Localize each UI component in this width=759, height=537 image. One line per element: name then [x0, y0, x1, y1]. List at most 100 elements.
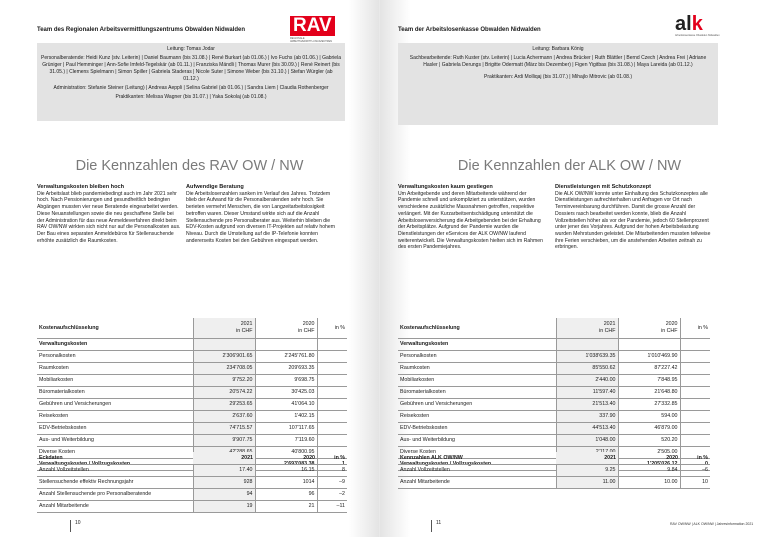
table-row: Aus- und Weiterbildung 9'907.75 7'119.60	[37, 434, 347, 447]
value-2021: 337.90	[555, 410, 619, 423]
column-title: Verwaltungskosten bleiben hoch	[37, 184, 125, 190]
team-box: Leitung: Barbara König Sachbearbeitende:…	[398, 43, 718, 125]
value-2020: 41'064.10	[255, 398, 318, 411]
row-label: Reisekosten	[37, 410, 193, 423]
value-2021: 234'708.05	[192, 362, 256, 375]
value-2020: 96	[255, 488, 318, 501]
team-staff: Sachbearbeitende: Ruth Kuster (stv. Leit…	[409, 54, 707, 68]
change-percent	[317, 422, 347, 435]
team-admin: Administration: Stefanie Steiner (Leitun…	[53, 85, 329, 92]
row-label: Personalkosten	[37, 350, 193, 363]
text-column: Aufwendige Beratung Die Arbeitslosenzahl…	[186, 184, 341, 244]
change-percent	[317, 398, 347, 411]
value-2020: 2'245'761.80	[255, 350, 318, 363]
value-2021: 2021 in CHF	[555, 318, 619, 339]
value-2021: 17.40	[192, 464, 256, 477]
row-label: Raumkosten	[37, 362, 193, 375]
change-percent	[317, 362, 347, 375]
team-title: Team der Arbeitslosenkasse Obwalden Nidw…	[398, 27, 541, 33]
text-column: Verwaltungskosten bleiben hoch Die Arbei…	[37, 184, 182, 244]
column-title: Aufwendige Beratung	[186, 184, 244, 190]
table-row: EDV-Betriebskosten 74'715.57 107'117.65	[37, 422, 347, 435]
value-2020: 10.00	[618, 476, 681, 489]
row-label: Kennzahlen ALK OW/NW	[398, 452, 556, 465]
value-2021: 2'306'901.65	[192, 350, 256, 363]
value-2021: 2021	[193, 452, 255, 465]
change-percent	[680, 434, 710, 447]
value-2021: 44'513.40	[555, 422, 619, 435]
rav-logo: RAV REGIONALE ARBEITSVERMITTLUNGSZENTREN…	[290, 16, 344, 46]
table-row: EDV-Betriebskosten 44'513.40 46'879.00	[398, 422, 710, 435]
value-2020: 209'693.35	[255, 362, 318, 375]
footer: RAV OW/NW | ALK OW/NW | Jahresinformatio…	[670, 522, 754, 526]
change-percent: in %	[317, 452, 347, 465]
value-2020: 107'117.65	[255, 422, 318, 435]
key-figures-table: Eckdaten 2021 2020 in % Anzahl Vollzeitstell…	[37, 452, 347, 513]
value-2020: 7'848.95	[618, 374, 681, 387]
table-header: Kostenaufschlüsselung 2021 in CHF 2020 in CH…	[398, 318, 710, 339]
value-2021: 2'637.60	[192, 410, 256, 423]
table-row: Mobiliarkosten 9'752.20 9'698.75	[37, 374, 347, 387]
change-percent	[680, 422, 710, 435]
row-label: Büromaterialkosten	[398, 386, 556, 399]
team-advisors: Personalberatende: Heidi Kunz (stv. Leit…	[41, 54, 341, 83]
key-figures-table: Kennzahlen ALK OW/NW 2021 2020 in % Anzahl V…	[398, 452, 710, 489]
table-row: Reisekosten 2'637.60 1'402.15	[37, 410, 347, 423]
row-label: Kostenaufschlüsselung	[37, 318, 193, 339]
change-percent	[680, 410, 710, 423]
change-percent	[680, 374, 710, 387]
change-percent	[317, 350, 347, 363]
cost-table: Kostenaufschlüsselung 2021 in CHF 2020 in CH…	[37, 318, 347, 471]
change-percent	[317, 338, 347, 351]
team-lead: Leitung: Tomas Jodar	[167, 46, 215, 52]
page-number: 10	[70, 520, 81, 532]
value-2021: 74'715.57	[192, 422, 256, 435]
change-percent	[317, 374, 347, 387]
value-2021: 9'752.20	[192, 374, 256, 387]
change-percent	[680, 362, 710, 375]
right-page: Team der Arbeitslosenkasse Obwalden Nidw…	[380, 0, 759, 537]
page-heading: Die Kennzahlen der ALK OW / NW	[457, 158, 682, 174]
table-row: Personalkosten 1'038'639.35 1'010'469.90	[398, 350, 710, 363]
value-2020: 16.15	[255, 464, 318, 477]
change-percent: in %	[317, 318, 347, 339]
value-2020	[618, 338, 681, 351]
column-title: Dienstleistungen mit Schutzkonzept	[555, 184, 652, 190]
change-percent	[680, 338, 710, 351]
section-row: Verwaltungskosten	[37, 338, 347, 351]
value-2020: 1'010'469.90	[618, 350, 681, 363]
row-label: EDV-Betriebskosten	[37, 422, 193, 435]
team-box: Leitung: Tomas Jodar Personalberatende: …	[37, 43, 345, 121]
row-label: Raumkosten	[398, 362, 556, 375]
value-2021: 928	[192, 476, 256, 489]
value-2021: 11'597.40	[555, 386, 619, 399]
value-2020: 87'227.42	[618, 362, 681, 375]
row-label: Büromaterialkosten	[37, 386, 193, 399]
row-label: Gebühren und Versicherungen	[398, 398, 556, 411]
value-2021: 29'253.65	[192, 398, 256, 411]
value-2021: 85'550.62	[555, 362, 619, 375]
column-text: Die ALK OW/NW konnte unter Einhaltung de…	[555, 190, 711, 251]
page-number: 11	[431, 520, 441, 532]
value-2021: 9'907.75	[192, 434, 256, 447]
row-label: Eckdaten	[37, 452, 193, 465]
row-label: Anzahl Mitarbeitende	[398, 476, 556, 489]
row-label: Anzahl Stellensuchende pro Personalberat…	[37, 488, 193, 501]
change-percent	[317, 410, 347, 423]
table-header: Kennzahlen ALK OW/NW 2021 2020 in %	[398, 452, 710, 465]
value-2021	[192, 338, 256, 351]
table-row: Anzahl Mitarbeitende 11.00 10.00 10	[398, 476, 710, 489]
change-percent	[317, 386, 347, 399]
table-row: Anzahl Mitarbeitende 19 21 –11	[37, 500, 347, 513]
team-interns: Praktikanten: Ardi Molliqaj (bis 31.07.)…	[483, 74, 633, 81]
column-text: Um Arbeitgebende und deren Mitarbeitende…	[398, 190, 543, 251]
value-2021: 2021	[556, 452, 618, 465]
change-percent: –6	[680, 464, 710, 477]
value-2021: 21'513.40	[555, 398, 619, 411]
row-label: Gebühren und Versicherungen	[37, 398, 193, 411]
row-label: Mobiliarkosten	[37, 374, 193, 387]
table-row: Stellensuchende effektiv Rechnungsjahr 92…	[37, 476, 347, 489]
value-2020: 2020 in CHF	[618, 318, 681, 339]
row-label: Aus- und Weiterbildung	[37, 434, 193, 447]
value-2020	[255, 338, 318, 351]
